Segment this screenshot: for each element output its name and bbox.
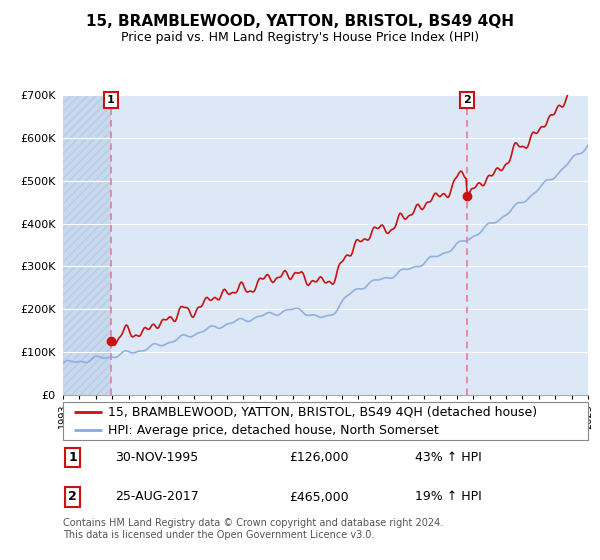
Text: 2: 2 [68,491,77,503]
Text: 1: 1 [68,451,77,464]
Text: 15, BRAMBLEWOOD, YATTON, BRISTOL, BS49 4QH (detached house): 15, BRAMBLEWOOD, YATTON, BRISTOL, BS49 4… [107,405,537,419]
Text: 43% ↑ HPI: 43% ↑ HPI [415,451,482,464]
Text: £465,000: £465,000 [289,491,349,503]
Text: Contains HM Land Registry data © Crown copyright and database right 2024.
This d: Contains HM Land Registry data © Crown c… [63,518,443,540]
Text: 25-AUG-2017: 25-AUG-2017 [115,491,199,503]
Text: HPI: Average price, detached house, North Somerset: HPI: Average price, detached house, Nort… [107,423,439,437]
Bar [63,95,111,395]
Text: 15, BRAMBLEWOOD, YATTON, BRISTOL, BS49 4QH: 15, BRAMBLEWOOD, YATTON, BRISTOL, BS49 4… [86,14,514,29]
FancyBboxPatch shape [63,402,588,440]
Text: £126,000: £126,000 [289,451,348,464]
Text: Price paid vs. HM Land Registry's House Price Index (HPI): Price paid vs. HM Land Registry's House … [121,31,479,44]
Text: 2: 2 [463,95,471,105]
Text: 19% ↑ HPI: 19% ↑ HPI [415,491,482,503]
Text: 1: 1 [107,95,115,105]
Text: 30-NOV-1995: 30-NOV-1995 [115,451,199,464]
